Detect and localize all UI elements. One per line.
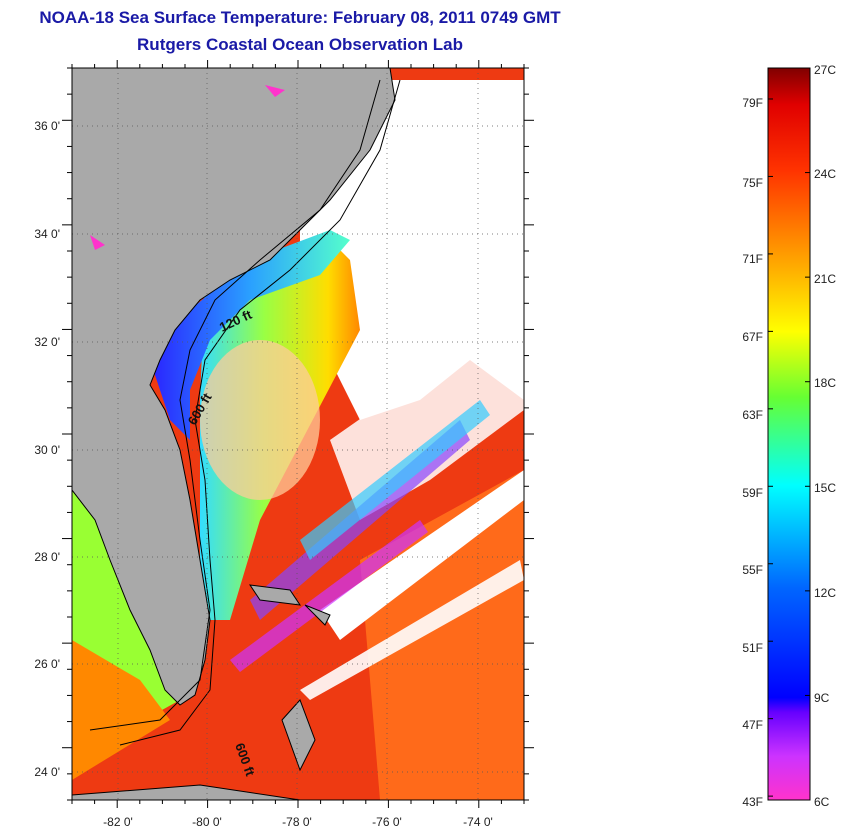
lat-label-36: 36 0' (34, 119, 60, 133)
f-label-43: 43F (742, 795, 763, 809)
f-label-75: 75F (742, 176, 763, 190)
lon-label-76: -76 0' (372, 815, 402, 829)
contour-120ft (89, 79, 381, 731)
cloud-streak-1 (330, 340, 524, 520)
lon-label-78: -78 0' (282, 815, 312, 829)
f-label-67: 67F (742, 330, 763, 344)
cloud-streak-3 (300, 560, 524, 700)
cloud-streak-2 (320, 470, 524, 640)
cool-streak-2 (300, 400, 490, 560)
cold-coastal-water (150, 230, 350, 440)
lon-label-80: -80 0' (192, 815, 222, 829)
map-title: NOAA-18 Sea Surface Temperature: Februar… (39, 8, 561, 27)
lat-label-32: 32 0' (34, 335, 60, 349)
f-label-71: 71F (742, 252, 763, 266)
f-label-47: 47F (742, 718, 763, 732)
lat-label-34: 34 0' (34, 227, 60, 241)
sst-imagery (72, 68, 524, 800)
mid-shelf-patch (200, 340, 320, 500)
land-cuba (72, 784, 301, 800)
inland-water-2 (90, 235, 105, 250)
colorbar-gradient (767, 67, 811, 801)
c-label-27: 27C (814, 63, 836, 77)
map-panel: 120 ft 600 ft 600 ft 36 0' 34 0' 32 0' 3… (34, 60, 534, 829)
c-label-18: 18C (814, 376, 836, 390)
lon-label-82: -82 0' (103, 815, 133, 829)
f-label-63: 63F (742, 408, 763, 422)
land-abaco (304, 604, 331, 626)
c-label-24: 24C (814, 167, 836, 181)
fahrenheit-labels: 79F 75F 71F 67F 63F 59F 55F 51F 47F 43F (742, 96, 763, 809)
f-label-51: 51F (742, 641, 763, 655)
lat-label-30: 30 0' (34, 443, 60, 457)
f-label-59: 59F (742, 486, 763, 500)
offshore-warm-water (360, 470, 524, 800)
longitude-labels: -82 0' -80 0' -78 0' -76 0' -74 0' (103, 815, 493, 829)
colorbar-ticks (768, 67, 810, 801)
c-label-12: 12C (814, 586, 836, 600)
contour-600ft (119, 79, 401, 746)
latitude-labels: 36 0' 34 0' 32 0' 30 0' 28 0' 26 0' 24 0… (34, 119, 60, 779)
graticule (72, 68, 524, 800)
land-andros (281, 699, 316, 772)
colorbar: 79F 75F 71F 67F 63F 59F 55F 51F 47F 43F … (742, 63, 836, 809)
celsius-labels: 27C 24C 21C 18C 15C 12C 9C 6C (814, 63, 836, 809)
lon-label-74: -74 0' (463, 815, 493, 829)
cool-streak-3 (230, 520, 428, 672)
lat-label-26: 26 0' (34, 657, 60, 671)
c-label-15: 15C (814, 481, 836, 495)
f-label-55: 55F (742, 563, 763, 577)
gulf-warm-water (72, 640, 170, 780)
land-grand-bahama (248, 584, 302, 606)
c-label-6: 6C (814, 795, 830, 809)
axis-ticks (62, 60, 534, 808)
lat-label-24: 24 0' (34, 765, 60, 779)
f-label-79: 79F (742, 96, 763, 110)
c-label-21: 21C (814, 272, 836, 286)
lat-label-28: 28 0' (34, 550, 60, 564)
map-subtitle: Rutgers Coastal Ocean Observation Lab (137, 35, 463, 54)
c-label-9: 9C (814, 691, 830, 705)
inland-water-1 (265, 85, 285, 97)
